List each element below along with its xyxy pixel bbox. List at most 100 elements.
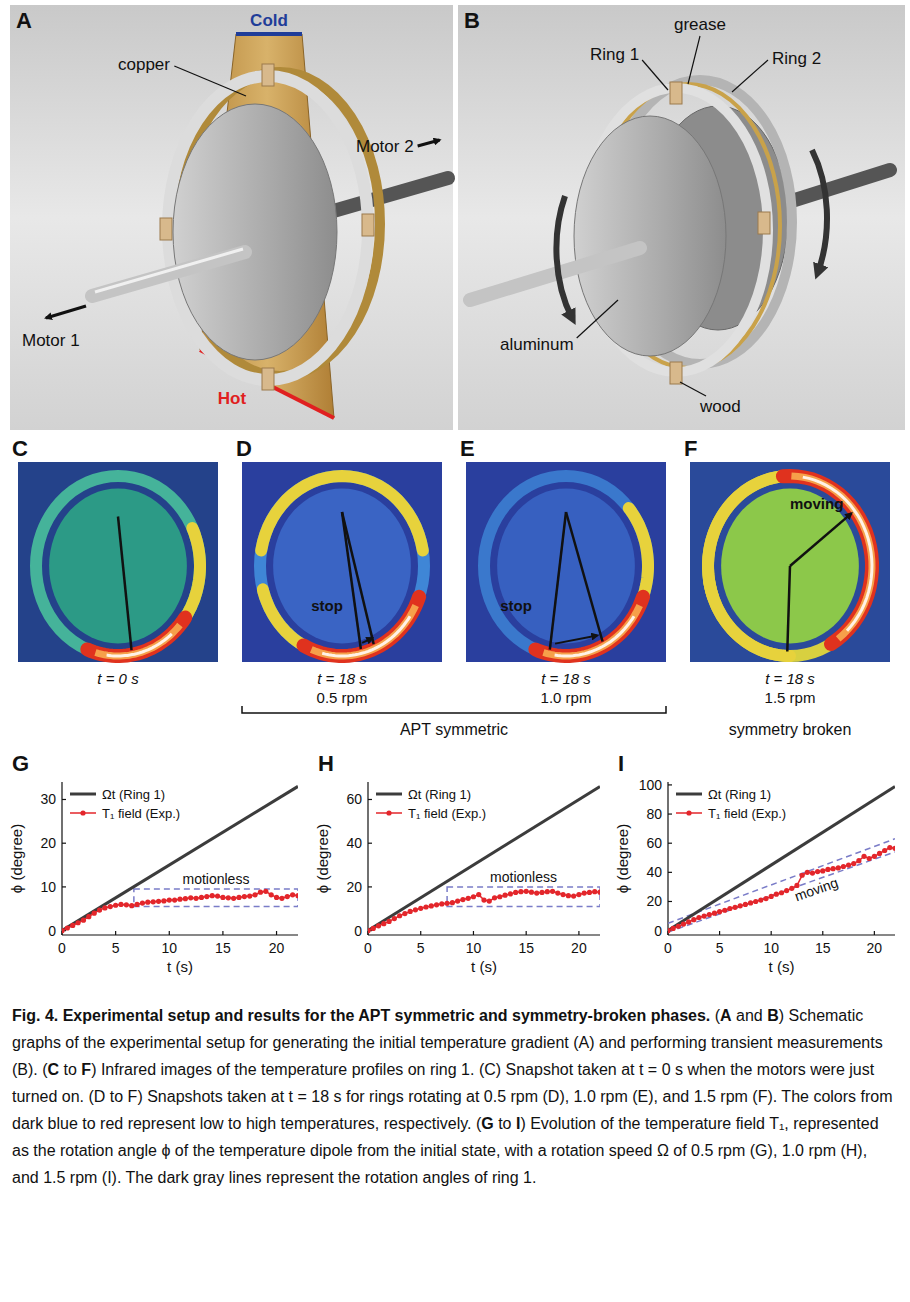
x-tick: [719, 931, 720, 935]
panel-letter: B: [464, 8, 480, 33]
ir-snapshot: stopEt = 18 s1.0 rpm: [460, 436, 666, 706]
x-tick-label: 20: [269, 940, 285, 956]
y-axis-title: ϕ (degree): [314, 824, 331, 893]
data-point: [402, 911, 407, 916]
data-point: [597, 890, 600, 895]
y-tick-label: 60: [346, 791, 362, 807]
y-tick-label: 0: [354, 923, 362, 939]
x-tick-label: 0: [364, 940, 372, 956]
series-line: [668, 786, 895, 930]
shaft: [92, 252, 245, 296]
wood-block: [262, 368, 274, 390]
caption-text: (: [710, 1007, 720, 1024]
band-line: [668, 852, 895, 932]
series-line: [62, 891, 298, 930]
x-tick: [169, 931, 170, 935]
data-point: [846, 862, 851, 867]
data-point: [753, 899, 758, 904]
data-point: [681, 921, 686, 926]
x-axis: [368, 934, 600, 935]
legend-label: T₁ field (Exp.): [102, 806, 180, 821]
data-point: [534, 890, 539, 895]
y-axis-title: ϕ (degree): [8, 824, 25, 893]
data-point: [686, 919, 691, 924]
disk: [574, 116, 726, 356]
data-point: [836, 865, 841, 870]
dipole-line: [550, 512, 566, 650]
data-point: [748, 900, 753, 905]
data-point: [263, 889, 268, 894]
label: Hot: [218, 389, 247, 408]
data-point: [455, 899, 460, 904]
data-point: [882, 848, 887, 853]
data-point: [592, 889, 597, 894]
wood-block: [670, 362, 682, 384]
data-point: [476, 892, 481, 897]
legend-swatch: [70, 793, 96, 796]
shaft: [330, 178, 448, 212]
data-point: [108, 904, 113, 909]
data-point: [252, 892, 257, 897]
y-tick-label: 0: [48, 923, 56, 939]
x-axis: [668, 934, 895, 935]
data-point: [576, 892, 581, 897]
x-tick-label: 10: [763, 940, 779, 956]
data-point: [247, 893, 252, 898]
y-tick: [62, 886, 66, 887]
data-point: [161, 898, 166, 903]
y-axis: [61, 782, 62, 935]
label: stop: [500, 597, 532, 614]
data-point: [460, 897, 465, 902]
data-point: [113, 903, 118, 908]
ir-ring: [36, 476, 200, 656]
y-tick-label: 80: [646, 806, 662, 822]
rotation-arrow: [812, 150, 827, 272]
data-point: [497, 894, 502, 899]
data-point: [566, 893, 571, 898]
label: t = 18 s: [317, 670, 367, 687]
x-tick-label: 20: [571, 940, 587, 956]
ir-snapshot: movingFt = 18 s1.5 rpm: [684, 436, 890, 706]
data-point: [810, 870, 815, 875]
x-tick: [526, 931, 527, 935]
data-point: [285, 894, 290, 899]
ir-snapshot: Ct = 0 s: [12, 436, 218, 687]
arrow: [555, 635, 597, 643]
x-tick: [473, 931, 474, 935]
annotation-box: [447, 887, 600, 907]
x-tick-label: 5: [417, 940, 425, 956]
data-point: [290, 892, 295, 897]
ir-ring: [260, 476, 424, 656]
panel-letter: A: [16, 8, 32, 33]
label: t = 18 s: [541, 670, 591, 687]
series-line: [62, 786, 298, 930]
y-tick: [368, 843, 372, 844]
caption-text: C: [48, 1061, 60, 1078]
label: symmetry broken: [729, 721, 852, 738]
label: stop: [311, 597, 343, 614]
annotation-label: motionless: [182, 871, 249, 887]
label: wood: [699, 397, 741, 416]
bracket: [242, 706, 666, 713]
caption-text: and: [732, 1007, 768, 1024]
wood-block: [758, 212, 770, 234]
annotation-box: [134, 889, 298, 906]
ir-disk: [49, 489, 187, 644]
data-point: [193, 896, 198, 901]
data-point: [97, 907, 102, 912]
data-point: [62, 928, 65, 933]
data-point: [712, 911, 717, 916]
cold-edge: [236, 32, 302, 36]
data-point: [851, 861, 856, 866]
x-tick: [115, 931, 116, 935]
data-point: [183, 896, 188, 901]
data-point: [220, 895, 225, 900]
data-point: [386, 919, 391, 924]
data-point: [867, 856, 872, 861]
panel-background: [458, 5, 905, 430]
caption-text: A: [720, 1007, 732, 1024]
y-tick: [668, 813, 672, 814]
data-point: [199, 895, 204, 900]
panel-letter: E: [460, 436, 475, 461]
data-point: [444, 901, 449, 906]
